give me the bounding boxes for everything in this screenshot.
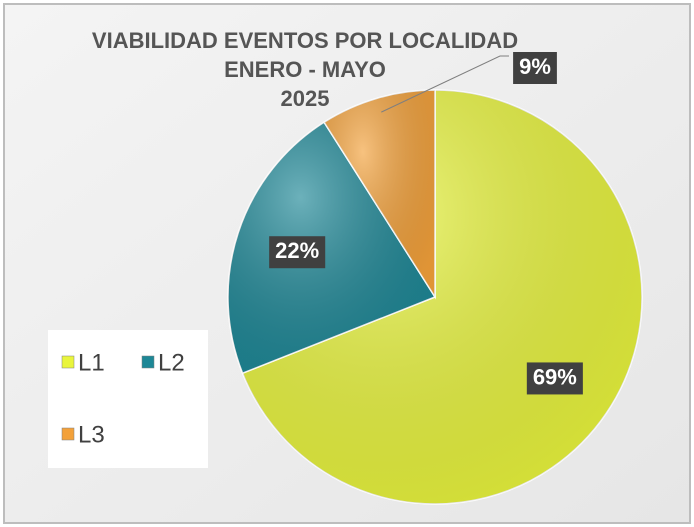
chart-title: 2025: [281, 86, 330, 111]
legend-swatch: [141, 355, 155, 369]
legend-swatch: [61, 355, 75, 369]
leader-line: [381, 55, 509, 113]
chart-title: VIABILIDAD EVENTOS POR LOCALIDAD: [92, 28, 518, 53]
legend-box: [48, 330, 208, 468]
data-label: 9%: [519, 54, 551, 79]
data-label: 69%: [533, 364, 577, 389]
pie: [227, 89, 643, 505]
legend-label: L3: [78, 421, 105, 448]
legend-label: L2: [158, 349, 185, 376]
chart-title: ENERO - MAYO: [224, 57, 386, 82]
legend: L1 L2 L3: [61, 349, 185, 448]
title: VIABILIDAD EVENTOS POR LOCALIDAD ENERO - …: [92, 28, 518, 111]
data-label: 22%: [275, 238, 319, 263]
data-label-bg: [513, 52, 557, 84]
data-label-bg: [526, 362, 583, 395]
data-labels: 69% 22% 9%: [269, 52, 583, 395]
legend-label: L1: [78, 349, 105, 376]
legend-swatch: [61, 427, 75, 441]
data-label-bg: [269, 236, 326, 269]
